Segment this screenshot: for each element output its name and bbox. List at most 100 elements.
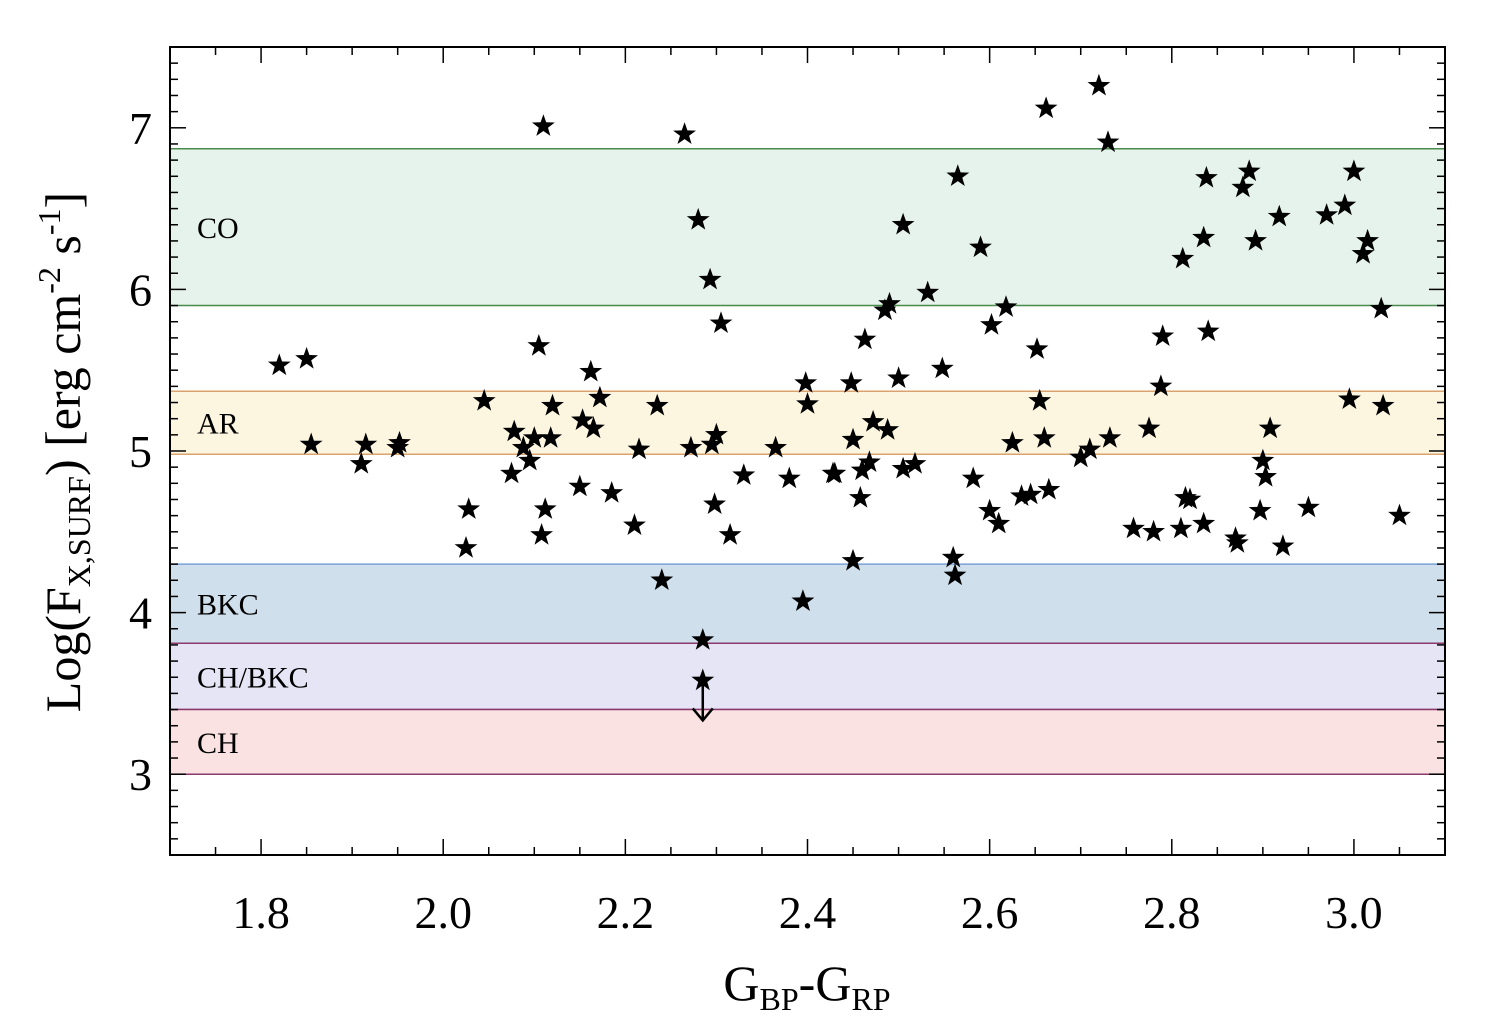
y-axis-title: Log(FX,SURF) [erg cm-2 s-1] [31, 192, 97, 712]
data-point-star [645, 393, 669, 416]
data-point-star [732, 463, 756, 485]
band-ch [170, 709, 1445, 775]
data-point-star [930, 356, 954, 379]
y-tick-label: 3 [129, 749, 152, 800]
band-co [170, 148, 1445, 306]
data-point-star [673, 122, 696, 144]
data-point-star [1351, 241, 1375, 264]
band-label-ch: CH [197, 727, 239, 760]
data-point-star [978, 498, 1002, 521]
data-point-star [1338, 387, 1361, 409]
data-point-star [1137, 416, 1161, 439]
y-tick-labels: 3 4 5 6 7 [129, 103, 152, 800]
data-point-star [1151, 324, 1175, 346]
data-point-star [987, 511, 1011, 534]
data-point-star [1356, 228, 1379, 251]
data-point-star [858, 450, 881, 472]
data-point-star [980, 313, 1003, 335]
upper-limit-arrowhead [691, 707, 714, 723]
data-point-star [511, 435, 535, 458]
data-point-star [1248, 498, 1272, 521]
data-point-star [1371, 393, 1395, 416]
data-point-star [1149, 374, 1173, 397]
data-point-star [500, 461, 523, 484]
data-point-star [1271, 534, 1295, 557]
data-point-star [1342, 159, 1366, 182]
data-point-star [1087, 73, 1111, 96]
data-point-star [541, 393, 564, 416]
data-point-star [530, 523, 553, 545]
data-point-star [691, 668, 715, 691]
y-tick-label: 6 [129, 264, 152, 315]
data-point-star [700, 432, 724, 455]
data-point-star [764, 435, 787, 458]
data-point-star [1196, 319, 1220, 342]
data-point-star [539, 426, 563, 448]
data-point-star [1333, 193, 1357, 216]
data-point-star [891, 212, 915, 235]
data-point-star [571, 408, 594, 430]
data-point-star [600, 481, 624, 503]
data-point-star [454, 536, 478, 558]
data-point-star [518, 448, 542, 471]
data-point-star [679, 435, 703, 458]
data-point-star [1010, 484, 1033, 506]
band-label-bkc: BKC [197, 589, 259, 622]
data-point-star [1122, 516, 1145, 539]
data-point-star [777, 466, 801, 489]
data-point-star [1225, 531, 1249, 553]
data-point-star [1001, 430, 1024, 453]
data-point-star [527, 334, 551, 356]
data-point-star [878, 291, 901, 314]
data-point-star [1025, 337, 1049, 359]
data-point-star [1028, 388, 1052, 411]
data-point-star [349, 451, 373, 474]
data-point-star [579, 359, 603, 382]
data-point-star [1171, 246, 1195, 269]
data-point-star [841, 548, 865, 571]
data-point-star [1096, 130, 1120, 153]
data-point-star [691, 628, 715, 650]
data-point-star [650, 568, 674, 590]
axis-ticks [169, 46, 1446, 856]
data-point-star [1254, 464, 1277, 487]
data-point-star [295, 346, 318, 369]
data-point-star [861, 409, 885, 432]
data-point-star [502, 419, 526, 442]
data-point-star [1037, 477, 1061, 500]
data-point-star [623, 513, 646, 535]
data-point-star [627, 437, 651, 460]
y-tick-label: 4 [129, 588, 152, 639]
data-point-star [299, 432, 323, 455]
data-point-star [568, 474, 592, 497]
data-point-star [848, 485, 872, 508]
data-point-star [994, 295, 1018, 317]
x-tick-label: 2.4 [779, 887, 837, 938]
y-tick-label: 7 [129, 103, 152, 154]
data-point-star [853, 327, 877, 350]
data-point-star [267, 353, 291, 376]
data-point-star [961, 466, 985, 489]
data-point-star [522, 426, 546, 448]
data-point-star [850, 458, 874, 481]
data-point-star [1032, 426, 1056, 448]
data-point-star [582, 416, 605, 439]
x-tick-label: 1.8 [232, 887, 290, 938]
data-point-star [1195, 165, 1218, 188]
data-point-star [1244, 228, 1267, 251]
data-point-star [1034, 96, 1058, 119]
data-point-star [946, 164, 970, 186]
data-point-star [718, 523, 742, 545]
data-point-star [916, 280, 940, 303]
data-point-star [354, 432, 378, 455]
data-point-star [794, 371, 818, 393]
data-point-star [891, 456, 915, 479]
data-point-star [709, 311, 733, 333]
data-point-star [1142, 519, 1165, 542]
y-tick-label: 5 [129, 426, 152, 477]
data-point-star [941, 545, 965, 568]
data-point-star [876, 418, 900, 440]
band-label-co: CO [197, 212, 239, 245]
data-point-star [1019, 482, 1042, 505]
